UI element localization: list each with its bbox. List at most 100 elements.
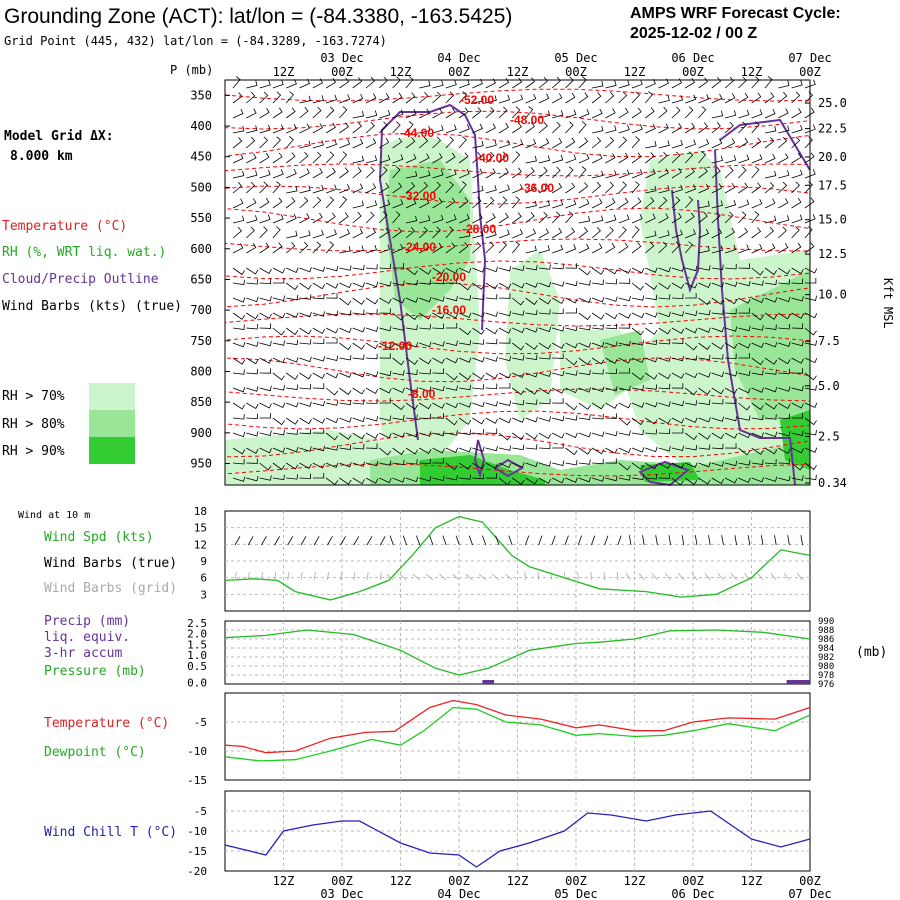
wind-barb-grid [478, 573, 487, 581]
wind-barb [392, 414, 405, 421]
wind-barb [272, 107, 283, 119]
temperature-contour [224, 110, 811, 130]
wind-barb [764, 215, 777, 224]
wind-panel: 18 15 12 9 6 3 [194, 505, 811, 612]
wind-barb [485, 140, 497, 149]
wind-barb [485, 338, 498, 345]
wind-barb [525, 342, 538, 350]
wind-barb [724, 155, 737, 164]
wind-barb [591, 341, 605, 348]
wind-barb [285, 136, 294, 149]
wind-barb [618, 226, 627, 239]
legend-wind-barbs: Wind Barbs (kts) (true) [2, 299, 182, 314]
wind-barb [512, 372, 525, 379]
wind-barb [299, 95, 311, 104]
wind-barb [352, 245, 364, 254]
wind-barb [764, 153, 776, 164]
wind-barb [432, 136, 442, 149]
wind-barb [791, 181, 800, 194]
wind-barb [724, 281, 738, 287]
wind-barb [272, 226, 281, 239]
wind-barb [751, 432, 764, 438]
wind-barb [751, 267, 764, 276]
wind-barb [658, 372, 671, 380]
series-line [224, 810, 811, 868]
bottom-day-label: 06 Dec [671, 887, 714, 900]
wind-barb [286, 294, 299, 301]
wind-barb [605, 197, 616, 209]
wind-barb [538, 155, 551, 164]
wind-barb [565, 402, 578, 411]
wind-barb [778, 447, 791, 454]
wind-barb [751, 414, 764, 421]
wind-barb [299, 462, 312, 470]
wind-barb [339, 462, 352, 468]
wind-barb [472, 213, 483, 224]
wind-barb [551, 182, 563, 194]
wind-barb [299, 311, 312, 318]
wind-barb [232, 476, 246, 482]
wind-barb [778, 413, 790, 420]
legend-rh90-label: RH > 90% [2, 444, 65, 459]
wind-barb [325, 212, 336, 224]
wind-barb [525, 354, 538, 360]
wind-barb [232, 137, 243, 149]
height-axis-label: Kft MSL [881, 278, 895, 329]
wind-barb [591, 108, 603, 119]
y-tick-label: 6 [200, 572, 207, 585]
wind-barb [419, 386, 432, 392]
wind-barb [525, 122, 535, 134]
wind-barb [778, 267, 791, 275]
wind-barb [405, 357, 419, 365]
wind-barb [365, 398, 378, 405]
wind-barb [658, 241, 668, 254]
wind-barb [232, 431, 246, 438]
wind-barb [379, 342, 392, 349]
wind-barb [352, 432, 365, 440]
wind-barb [591, 402, 605, 410]
wind-barb [432, 197, 443, 209]
wind-barb [684, 387, 698, 396]
wind-barb [645, 168, 656, 179]
wind-barb [631, 357, 645, 364]
wind-barb [538, 281, 552, 288]
wind-barb [272, 402, 286, 409]
wind-barb [405, 198, 417, 209]
wind-barb [658, 383, 671, 390]
wind-barb [365, 121, 375, 134]
wind-barb [565, 244, 577, 254]
wind-barb [458, 181, 467, 194]
wind-barb [698, 372, 711, 378]
wind-barb [339, 139, 351, 149]
wind-barb [685, 444, 698, 451]
wind-barb [525, 477, 538, 485]
wind-barb [565, 154, 577, 164]
wind-barb [365, 371, 379, 377]
wind-barb [538, 353, 551, 360]
wind-barb [671, 266, 685, 272]
wind-barb [405, 324, 418, 331]
wind-barb [379, 477, 392, 484]
wind-barb [645, 384, 658, 390]
wind-barb [259, 91, 269, 104]
precip-pressure-panel: 2.52.01.51.00.5 0.0 9909889869849829809789… [187, 617, 834, 690]
wind-barb [379, 387, 392, 394]
wind-barb [552, 244, 564, 254]
wind-barb [645, 462, 658, 470]
wind-barb [352, 77, 363, 89]
model-grid-value: 8.000 km [10, 149, 73, 164]
y-tick-label: -5 [194, 805, 207, 818]
wind-barb [259, 197, 270, 209]
wind-barb [485, 372, 498, 380]
precip-bar [482, 680, 495, 684]
wind-barb [312, 196, 322, 209]
wind-barb-10m [429, 535, 434, 546]
wind-barb [645, 282, 658, 291]
wind-barb [671, 338, 684, 344]
wind-barb [232, 324, 245, 330]
wind-barb [246, 475, 259, 482]
wind-barb [512, 444, 525, 451]
wind-barb [512, 282, 525, 289]
wind-barb [552, 342, 565, 349]
wind-barb [286, 384, 298, 390]
